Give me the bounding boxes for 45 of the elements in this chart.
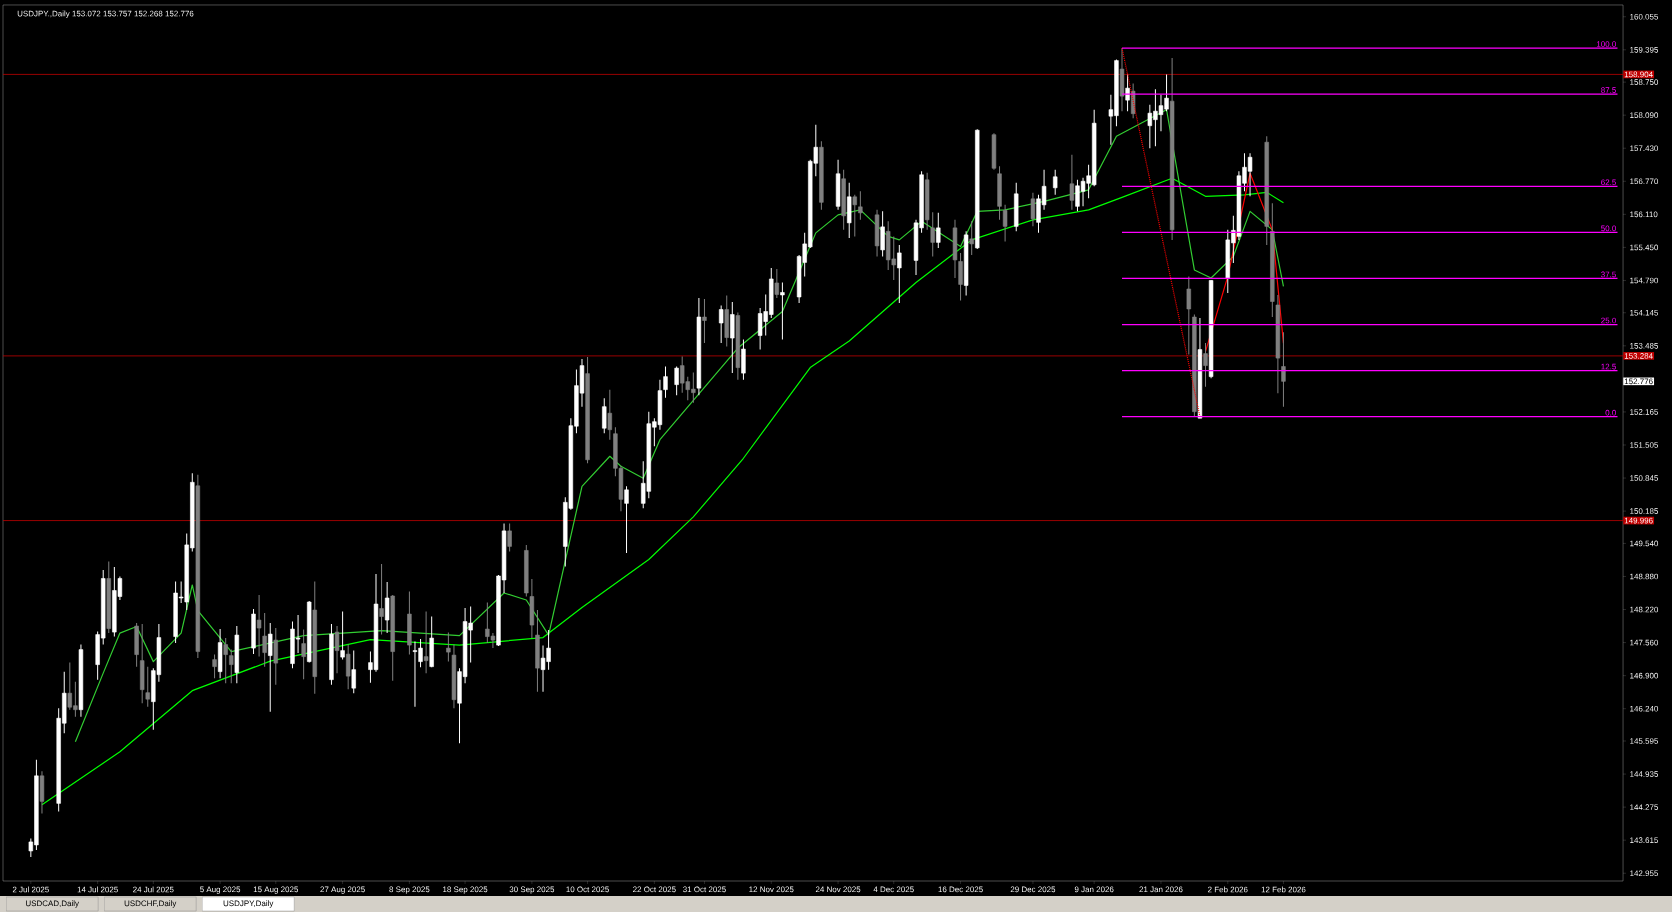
candlestick bbox=[936, 212, 941, 249]
candlestick bbox=[340, 611, 345, 661]
candlestick bbox=[1030, 192, 1036, 227]
candlestick bbox=[897, 244, 902, 304]
candlestick bbox=[268, 622, 273, 713]
candlestick bbox=[334, 625, 340, 674]
candlestick bbox=[1203, 342, 1208, 388]
candlestick bbox=[345, 644, 351, 690]
line-series bbox=[41, 177, 1285, 806]
candlestick bbox=[212, 654, 217, 679]
candlestick bbox=[273, 627, 278, 686]
candlestick bbox=[602, 397, 607, 434]
candlestick bbox=[1002, 204, 1008, 242]
candlestick bbox=[852, 194, 857, 237]
candlestick bbox=[379, 563, 384, 636]
candlestick bbox=[1053, 169, 1058, 196]
candlestick bbox=[262, 612, 267, 668]
candlestick bbox=[624, 485, 629, 554]
candlestick bbox=[384, 581, 390, 634]
candlestick bbox=[351, 650, 356, 694]
candlestick bbox=[780, 281, 785, 341]
candlestick bbox=[674, 366, 679, 396]
candlestick bbox=[718, 305, 724, 344]
candlestick bbox=[1186, 275, 1191, 356]
candlestick bbox=[702, 298, 707, 344]
candlestick bbox=[1069, 154, 1075, 211]
candlestick bbox=[229, 649, 234, 684]
candlestick bbox=[958, 252, 963, 301]
candlestick bbox=[930, 211, 935, 257]
candlestick bbox=[1281, 331, 1286, 408]
candlestick bbox=[858, 190, 863, 221]
candlestick bbox=[774, 268, 780, 299]
candlestick bbox=[969, 220, 974, 256]
candlestick bbox=[223, 637, 228, 684]
candlestick bbox=[507, 522, 512, 552]
candlestick bbox=[880, 210, 885, 257]
candlestick bbox=[1125, 74, 1130, 112]
candlestick bbox=[256, 594, 262, 658]
candlestick bbox=[446, 632, 451, 663]
candlestick bbox=[145, 666, 150, 708]
candlestick bbox=[663, 366, 668, 399]
candlestick bbox=[423, 611, 429, 674]
candlestick bbox=[730, 301, 735, 374]
candlestick bbox=[301, 629, 306, 680]
candlestick bbox=[607, 389, 613, 441]
